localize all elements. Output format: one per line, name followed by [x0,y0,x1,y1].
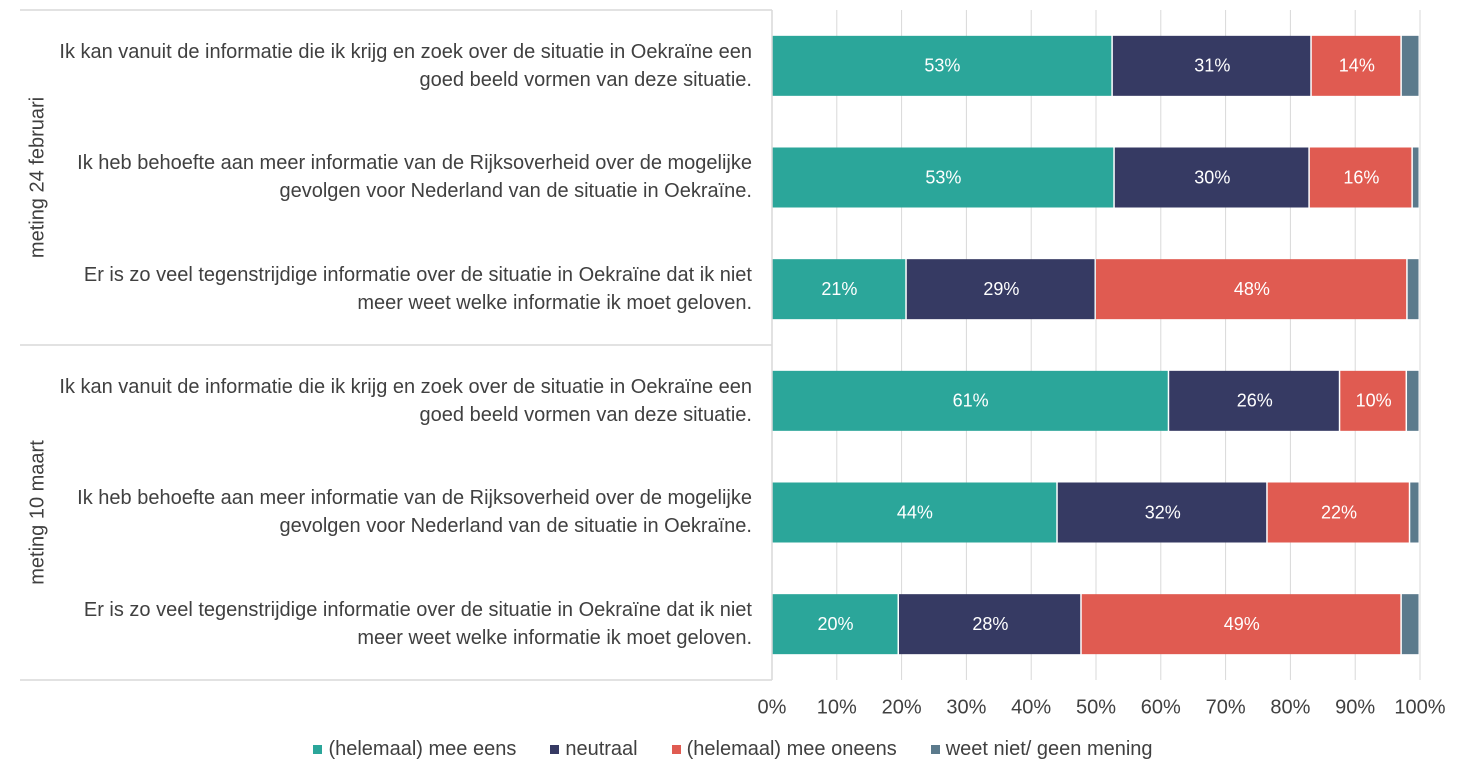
x-tick-label: 80% [1270,696,1310,718]
legend-item: neutraal [550,738,638,761]
x-tick-label: 20% [882,696,922,718]
bar-segment [1114,147,1309,208]
data-label: 22% [1321,502,1357,522]
legend-item: (helemaal) mee eens [313,738,516,761]
data-label: 21% [821,279,857,299]
data-label: 20% [817,614,853,634]
bar-segment [1169,370,1339,431]
bar-segment [1407,259,1419,320]
legend-label: (helemaal) mee oneens [686,738,897,760]
data-label: 10% [1356,391,1392,411]
bar-segment [1309,147,1412,208]
bar-segment [772,594,898,655]
x-tick-label: 90% [1335,696,1375,718]
legend-swatch [930,745,940,754]
data-label: 30% [1194,167,1230,187]
bar-segment [1401,35,1419,96]
data-label: 61% [953,391,989,411]
legend-label: (helemaal) mee eens [328,738,517,760]
x-tick-label: 40% [1011,696,1051,718]
data-label: 14% [1339,56,1375,76]
legend-label: weet niet/ geen mening [945,738,1153,760]
category-label: Er is zo veel tegenstrijdige informatie … [83,599,752,650]
data-label: 48% [1234,279,1270,299]
legend-item: weet niet/ geen mening [930,738,1153,761]
legend-swatch [550,745,560,754]
data-label: 49% [1224,614,1260,634]
category-label: Ik heb behoefte aan meer informatie van … [77,487,752,538]
bar-segment [1407,370,1419,431]
legend-swatch [671,745,681,754]
bar-segment [772,370,1168,431]
x-tick-label: 50% [1076,696,1116,718]
bar-segment [1340,370,1406,431]
x-tick-label: 100% [1394,696,1445,718]
data-label: 29% [983,279,1019,299]
data-label: 26% [1237,391,1273,411]
legend-label: neutraal [565,738,638,760]
data-label: 28% [972,614,1008,634]
bar-segment [772,147,1114,208]
bar-segment [1267,482,1409,543]
bar-segment [1401,594,1419,655]
legend: (helemaal) mee eens neutraal (helemaal) me… [0,738,1466,761]
x-tick-label: 70% [1206,696,1246,718]
bar-segment [1112,35,1311,96]
x-tick-label: 0% [758,696,787,718]
category-label: Ik heb behoefte aan meer informatie van … [77,152,752,203]
bar-segment [1412,147,1419,208]
bar-segment [906,259,1095,320]
data-label: 16% [1343,167,1379,187]
bar-segment [1057,482,1267,543]
category-label: Er is zo veel tegenstrijdige informatie … [83,264,752,315]
data-label: 53% [925,167,961,187]
bar-segment [772,35,1112,96]
bar-segment [772,482,1057,543]
category-label: Ik kan vanuit de informatie die ik krijg… [59,40,752,91]
bar-segment [772,259,906,320]
bar-segment [1311,35,1401,96]
data-label: 32% [1145,502,1181,522]
bar-segment [899,594,1081,655]
data-label: 31% [1194,56,1230,76]
group-label: meting 24 februari [26,97,48,258]
group-label: meting 10 maart [26,440,48,585]
category-label: Ik kan vanuit de informatie die ik krijg… [59,375,752,426]
legend-swatch [313,745,323,754]
x-tick-label: 10% [817,696,857,718]
x-tick-label: 60% [1141,696,1181,718]
data-label: 44% [897,502,933,522]
bar-segment [1081,594,1401,655]
data-label: 53% [924,56,960,76]
bar-segment [1096,259,1407,320]
x-tick-label: 30% [946,696,986,718]
bar-segment [1410,482,1419,543]
legend-item: (helemaal) mee oneens [671,738,897,761]
